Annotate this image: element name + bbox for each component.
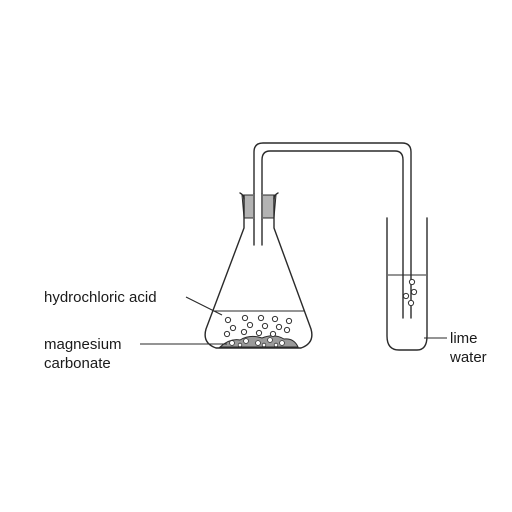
acid-leader-line (185, 296, 223, 316)
lime-label: lime (450, 330, 478, 347)
magnesium-label: magnesium (44, 336, 122, 353)
hydrochloric-acid-label: hydrochloric acid (44, 289, 157, 306)
acid-bubbles (223, 314, 293, 338)
test-tube (386, 217, 428, 351)
water-label: water (449, 349, 487, 366)
conical-flask (204, 192, 313, 349)
carbonate-label: carbonate (44, 355, 111, 372)
delivery-tube (253, 142, 412, 319)
magnesium-carbonate-solid (218, 335, 299, 348)
rubber-stopper (241, 193, 277, 220)
